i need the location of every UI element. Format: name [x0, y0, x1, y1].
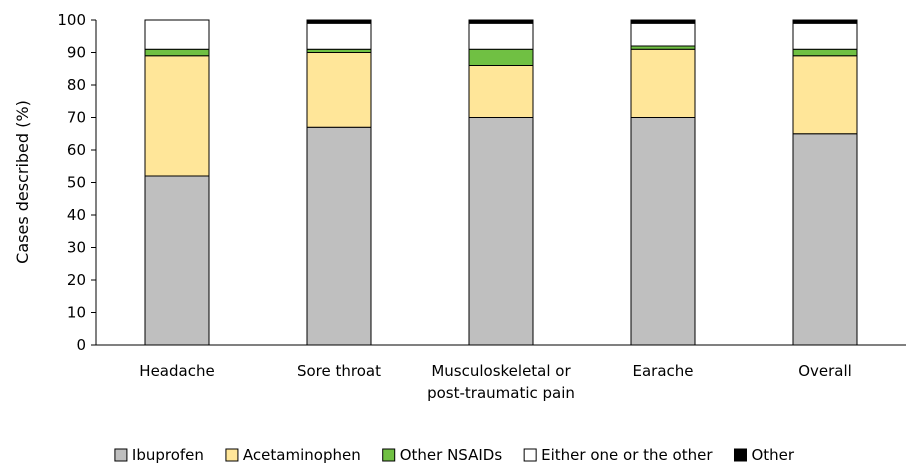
x-category-label: Overall	[798, 362, 852, 380]
legend-label: Other	[751, 446, 794, 464]
bar-stack	[144, 19, 210, 346]
x-axis-category-labels: Headache Sore throat Musculoskeletal or pos…	[139, 362, 852, 402]
bar-segment-ibuprofen	[630, 117, 696, 346]
legend-item: Either one or the other	[523, 446, 713, 464]
bar-segment-acetaminophen	[630, 48, 696, 118]
legend-swatch	[382, 448, 396, 462]
x-category-label: Headache	[139, 362, 214, 380]
bar-segment-ibuprofen	[792, 133, 858, 346]
bar-segment-either-one-or-the-other	[468, 22, 534, 50]
y-tick-label: 80	[67, 76, 86, 94]
x-category-label-line: Musculoskeletal or	[431, 362, 571, 380]
bar-segment-other	[468, 19, 534, 24]
bar-segment-acetaminophen	[792, 55, 858, 135]
x-category-label: Earache	[632, 362, 693, 380]
bar-segment-other	[630, 19, 696, 24]
y-axis-title: Cases described (%)	[13, 100, 32, 264]
axes	[95, 20, 906, 346]
y-tick-label: 100	[57, 11, 86, 29]
bar-segment-other-nsaids	[792, 48, 858, 57]
bar-segment-acetaminophen	[306, 52, 372, 128]
bar-segment-ibuprofen	[306, 126, 372, 346]
legend-label: Acetaminophen	[243, 446, 361, 464]
legend-swatch	[733, 448, 747, 462]
bar-segment-ibuprofen	[468, 117, 534, 346]
bar-segment-acetaminophen	[144, 55, 210, 177]
bar-segment-ibuprofen	[144, 175, 210, 346]
legend-swatch	[114, 448, 128, 462]
legend-label: Other NSAIDs	[400, 446, 503, 464]
y-tick-label: 30	[67, 239, 86, 257]
bar-stack	[306, 19, 372, 346]
bar-segment-other-nsaids	[468, 48, 534, 66]
legend-swatch	[225, 448, 239, 462]
legend-swatch	[523, 448, 537, 462]
legend-item: Acetaminophen	[225, 446, 361, 464]
bar-stack	[792, 19, 858, 346]
x-category-label: Sore throat	[297, 362, 381, 380]
y-tick-label: 60	[67, 141, 86, 159]
bar-stack	[630, 19, 696, 346]
bar-segment-either-one-or-the-other	[630, 22, 696, 47]
legend: Ibuprofen Acetaminophen Other NSAIDs Either…	[114, 446, 795, 464]
x-category-label-line: Earache	[632, 362, 693, 380]
x-category-label-line: Sore throat	[297, 362, 381, 380]
bar-stacks	[144, 19, 858, 346]
bar-segment-other	[792, 19, 858, 24]
bar-segment-other-nsaids	[144, 48, 210, 57]
x-category-label-line: post-traumatic pain	[427, 384, 575, 402]
y-tick-label: 70	[67, 109, 86, 127]
legend-item: Other NSAIDs	[382, 446, 503, 464]
y-tick-label: 20	[67, 271, 86, 289]
y-tick-label: 0	[76, 336, 86, 354]
legend-label: Either one or the other	[541, 446, 713, 464]
legend-item: Ibuprofen	[114, 446, 204, 464]
x-category-label-line: Overall	[798, 362, 852, 380]
legend-item: Other	[733, 446, 795, 464]
y-tick-label: 40	[67, 206, 86, 224]
y-tick-label: 50	[67, 174, 86, 192]
bar-segment-either-one-or-the-other	[792, 22, 858, 50]
bar-segment-either-one-or-the-other	[306, 22, 372, 50]
bar-segment-acetaminophen	[468, 65, 534, 118]
bar-segment-other	[306, 19, 372, 24]
x-category-label-line: Headache	[139, 362, 214, 380]
y-tick-label: 90	[67, 44, 86, 62]
x-category-label: Musculoskeletal or post-traumatic pain	[427, 362, 575, 402]
bar-stack	[468, 19, 534, 346]
legend-label: Ibuprofen	[132, 446, 204, 464]
y-axis-ticks: 0 10 20 30 40 50 60 70 80 90 100	[57, 11, 96, 354]
bar-segment-either-one-or-the-other	[144, 19, 210, 50]
y-tick-label: 10	[67, 304, 86, 322]
